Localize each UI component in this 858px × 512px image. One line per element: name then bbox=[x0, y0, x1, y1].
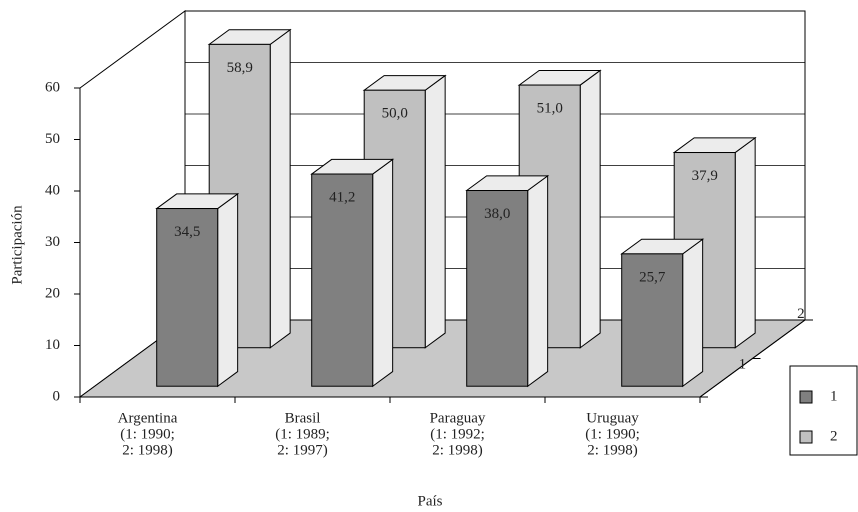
y-tick-label: 0 bbox=[53, 388, 61, 404]
value-label: 34,5 bbox=[174, 224, 200, 240]
bar-side bbox=[579, 69, 601, 349]
bar-side bbox=[734, 136, 756, 349]
x-tick-label: Paraguay bbox=[430, 410, 486, 426]
value-label: 37,9 bbox=[692, 168, 718, 184]
bar-side bbox=[682, 238, 704, 388]
x-axis-label: País bbox=[417, 493, 442, 509]
y-tick-label: 30 bbox=[45, 234, 60, 250]
bar bbox=[466, 190, 529, 387]
value-label: 38,0 bbox=[484, 206, 510, 222]
value-label: 51,0 bbox=[537, 101, 563, 117]
bar-side bbox=[217, 192, 239, 388]
bar-side bbox=[527, 174, 549, 388]
y-tick-label: 20 bbox=[45, 285, 60, 301]
legend-swatch bbox=[799, 430, 813, 444]
x-tick-label: 2: 1998) bbox=[432, 442, 482, 458]
y-axis-label: Participación bbox=[9, 205, 25, 285]
legend-swatch bbox=[799, 390, 813, 404]
value-label: 50,0 bbox=[382, 106, 408, 122]
value-label: 58,9 bbox=[227, 60, 253, 76]
x-tick-label: Brasil bbox=[285, 410, 321, 426]
bar-side bbox=[424, 74, 446, 349]
x-tick-label: Uruguay bbox=[586, 410, 639, 426]
x-tick-label: 2: 1998) bbox=[587, 442, 637, 458]
bar-side bbox=[372, 158, 394, 388]
x-tick-label: 2: 1997) bbox=[277, 442, 327, 458]
depth-label: 1 bbox=[739, 356, 747, 372]
bar bbox=[156, 208, 219, 387]
legend-label: 2 bbox=[830, 428, 838, 444]
x-tick-label: (1: 1990; bbox=[120, 426, 175, 442]
y-tick-label: 50 bbox=[45, 131, 60, 147]
y-tick-label: 60 bbox=[45, 79, 60, 95]
x-tick-label: (1: 1992; bbox=[430, 426, 485, 442]
depth-label: 2 bbox=[797, 306, 805, 322]
value-label: 41,2 bbox=[329, 189, 355, 205]
x-tick-label: (1: 1989; bbox=[275, 426, 330, 442]
x-tick-label: Argentina bbox=[118, 410, 178, 426]
value-label: 25,7 bbox=[639, 269, 666, 285]
bar bbox=[311, 173, 374, 387]
x-tick-label: 2: 1998) bbox=[122, 442, 172, 458]
y-tick-label: 40 bbox=[45, 182, 60, 198]
y-tick-label: 10 bbox=[45, 337, 60, 353]
bar-side bbox=[269, 28, 291, 349]
bar bbox=[621, 253, 684, 387]
x-tick-label: (1: 1990; bbox=[585, 426, 640, 442]
legend-label: 1 bbox=[830, 388, 838, 404]
